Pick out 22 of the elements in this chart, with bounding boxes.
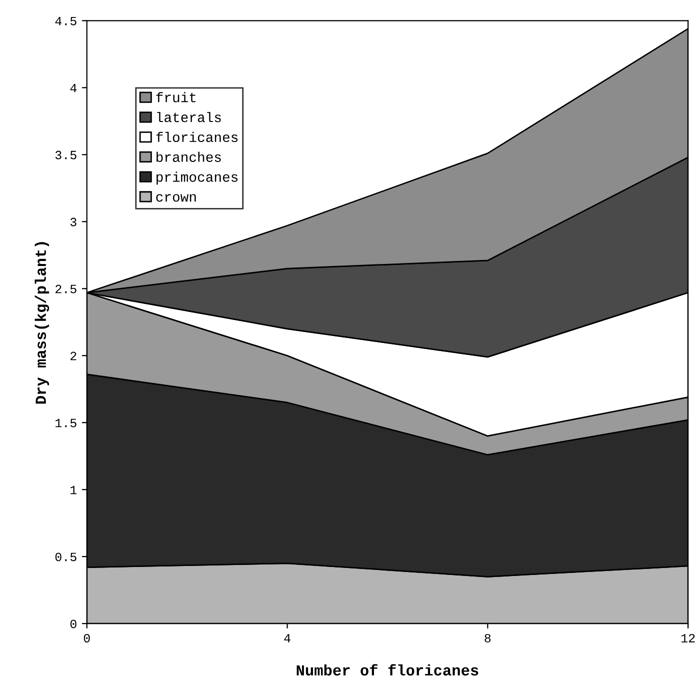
x-tick-label: 8 bbox=[484, 634, 491, 642]
y-tick-label: 4 bbox=[70, 84, 77, 92]
y-tick-label: 1.5 bbox=[56, 418, 76, 428]
y-tick-label: 3.5 bbox=[55, 150, 76, 160]
x-tick-label: 4 bbox=[284, 634, 290, 642]
x-axis-title: Number of floricanes bbox=[296, 664, 478, 676]
x-tick-label: 12 bbox=[681, 634, 695, 642]
y-axis-title: Dry mass(kg/plant) bbox=[34, 242, 50, 404]
legend-label: crown bbox=[156, 194, 196, 202]
y-tick-label: 0 bbox=[70, 620, 76, 628]
y-tick-label: 4.5 bbox=[55, 16, 76, 26]
y-tick-label: 3 bbox=[70, 218, 76, 226]
y-tick-label: 2.5 bbox=[56, 284, 76, 294]
legend-label: branches bbox=[156, 152, 221, 162]
y-tick-label: 0.5 bbox=[55, 552, 76, 562]
legend-label: floricanes bbox=[156, 132, 238, 142]
legend-label: fruit bbox=[156, 92, 196, 102]
legend-label: primocanes bbox=[156, 172, 238, 185]
y-tick-label: 2 bbox=[70, 352, 76, 360]
x-tick-label: 0 bbox=[84, 634, 90, 642]
legend-label: laterals bbox=[157, 112, 221, 122]
y-tick-label: 1 bbox=[70, 486, 77, 494]
